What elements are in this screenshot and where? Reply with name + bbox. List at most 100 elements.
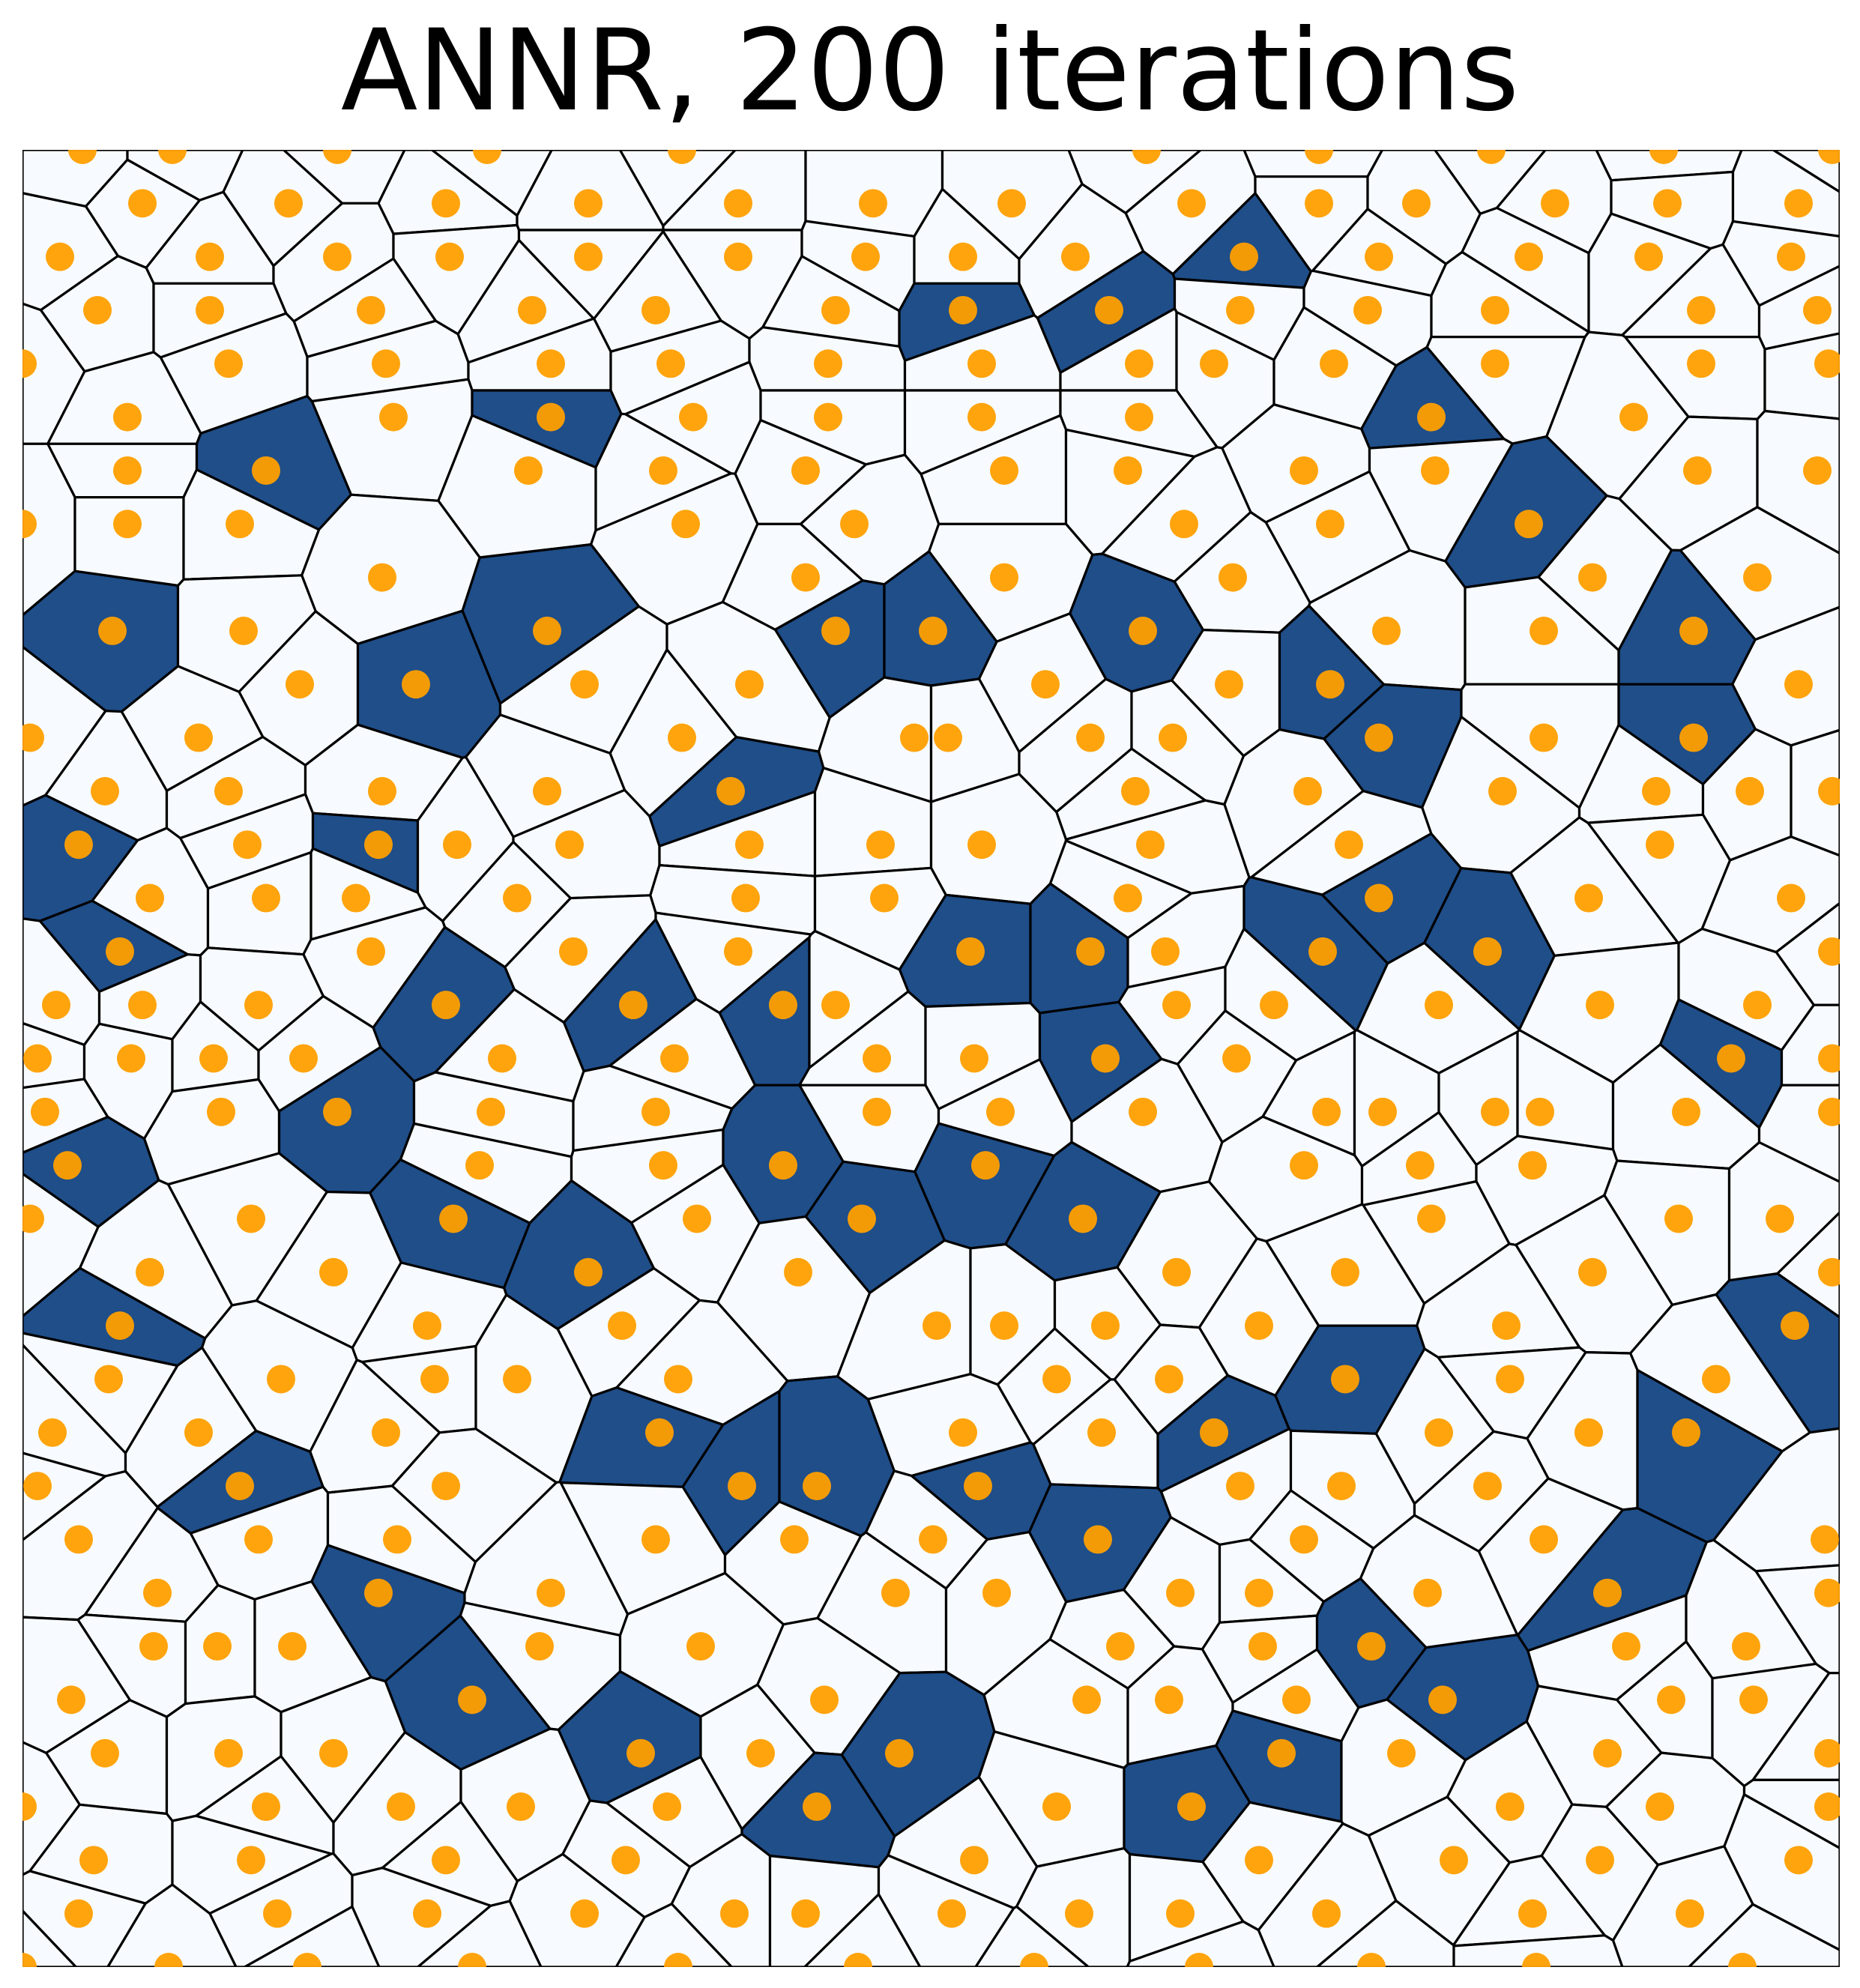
seed-point bbox=[1732, 1632, 1760, 1661]
seed-point bbox=[1121, 776, 1150, 806]
seed-point bbox=[364, 830, 393, 859]
seed-point bbox=[143, 1578, 172, 1607]
seed-point bbox=[199, 1044, 228, 1073]
seed-point bbox=[1293, 776, 1322, 806]
seed-point bbox=[1743, 991, 1772, 1020]
seed-point bbox=[1586, 1846, 1614, 1875]
seed-point bbox=[379, 402, 408, 432]
seed-point bbox=[267, 1365, 295, 1394]
seed-point bbox=[518, 295, 546, 324]
seed-point bbox=[432, 189, 460, 218]
seed-point bbox=[1020, 1953, 1048, 1967]
seed-point bbox=[791, 456, 820, 485]
seed-point bbox=[488, 1044, 516, 1073]
seed-point bbox=[1440, 1846, 1468, 1875]
seed-point bbox=[387, 1792, 415, 1822]
seed-point bbox=[956, 937, 985, 966]
seed-point bbox=[1320, 349, 1348, 378]
voronoi-cell bbox=[106, 1883, 238, 1967]
seed-point bbox=[22, 510, 37, 539]
seed-point bbox=[323, 242, 351, 271]
seed-point bbox=[814, 402, 842, 432]
seed-point bbox=[746, 1738, 775, 1768]
seed-point bbox=[368, 776, 396, 806]
seed-point bbox=[559, 937, 588, 966]
seed-point bbox=[128, 991, 157, 1020]
voronoi-cell bbox=[416, 1900, 543, 1967]
seed-point bbox=[383, 1525, 411, 1554]
seed-point bbox=[1473, 1472, 1502, 1501]
seed-point bbox=[780, 1525, 809, 1554]
seed-point bbox=[728, 1472, 756, 1501]
seed-point bbox=[971, 1151, 1000, 1180]
seed-point bbox=[1593, 1578, 1622, 1607]
seed-point bbox=[413, 1899, 441, 1928]
seed-point bbox=[136, 1257, 164, 1287]
seed-point bbox=[1136, 830, 1165, 859]
seed-points bbox=[22, 150, 1840, 1967]
seed-point bbox=[252, 883, 280, 913]
seed-point bbox=[537, 1578, 565, 1607]
seed-point bbox=[724, 189, 752, 218]
seed-point bbox=[1200, 1418, 1228, 1447]
seed-point bbox=[1578, 1257, 1607, 1287]
seed-point bbox=[923, 1311, 951, 1341]
seed-point bbox=[68, 150, 97, 164]
seed-point bbox=[660, 1044, 689, 1073]
seed-point bbox=[1683, 456, 1712, 485]
seed-point bbox=[342, 883, 370, 913]
seed-point bbox=[1593, 1738, 1622, 1768]
seed-point bbox=[1518, 1151, 1547, 1180]
seed-point bbox=[1290, 456, 1318, 485]
seed-point bbox=[64, 830, 93, 859]
voronoi-cell bbox=[974, 1905, 1090, 1967]
seed-point bbox=[525, 1632, 554, 1661]
seed-point bbox=[1417, 1204, 1446, 1233]
seed-point bbox=[1365, 242, 1393, 271]
seed-point bbox=[226, 510, 254, 539]
seed-point bbox=[1226, 1472, 1254, 1501]
seed-point bbox=[1814, 1792, 1840, 1822]
voronoi-cell bbox=[615, 1903, 734, 1967]
seed-point bbox=[1316, 510, 1344, 539]
seed-point bbox=[900, 723, 929, 752]
seed-point bbox=[724, 937, 752, 966]
seed-point bbox=[769, 1151, 797, 1180]
seed-point bbox=[533, 776, 561, 806]
seed-point bbox=[458, 1685, 486, 1714]
seed-point bbox=[1177, 189, 1206, 218]
seed-point bbox=[1530, 616, 1558, 645]
seed-point bbox=[420, 1365, 449, 1394]
seed-point bbox=[1031, 670, 1060, 699]
seed-point bbox=[851, 242, 880, 271]
seed-point bbox=[263, 1899, 292, 1928]
seed-point bbox=[619, 991, 647, 1020]
seed-point bbox=[1368, 1097, 1397, 1126]
seed-point bbox=[866, 830, 895, 859]
seed-point bbox=[574, 189, 603, 218]
seed-point bbox=[79, 1846, 108, 1875]
seed-point bbox=[203, 1632, 232, 1661]
seed-point bbox=[1125, 349, 1153, 378]
seed-point bbox=[641, 295, 670, 324]
seed-point bbox=[814, 349, 842, 378]
seed-point bbox=[990, 1311, 1018, 1341]
seed-point bbox=[537, 402, 565, 432]
seed-point bbox=[1515, 510, 1543, 539]
seed-point bbox=[784, 1257, 812, 1287]
voronoi-cell bbox=[1126, 1920, 1275, 1967]
seed-point bbox=[1481, 295, 1509, 324]
seed-point bbox=[113, 510, 142, 539]
seed-point bbox=[1417, 402, 1446, 432]
seed-point bbox=[514, 456, 543, 485]
seed-point bbox=[724, 242, 752, 271]
seed-point bbox=[1200, 349, 1228, 378]
seed-point bbox=[91, 776, 119, 806]
seed-point bbox=[139, 1632, 168, 1661]
seed-point bbox=[1642, 776, 1670, 806]
seed-point bbox=[791, 563, 820, 592]
seed-point bbox=[1586, 991, 1614, 1020]
seed-point bbox=[1818, 937, 1840, 966]
seed-point bbox=[919, 1525, 947, 1554]
seed-point bbox=[885, 1738, 914, 1768]
